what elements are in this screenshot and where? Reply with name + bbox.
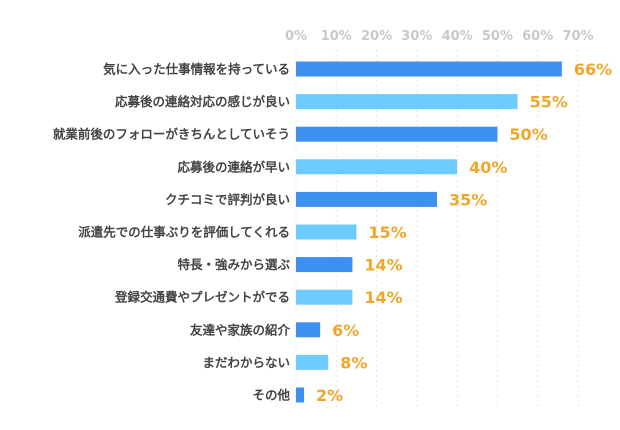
category-label: 気に入った仕事情報を持っている — [103, 62, 290, 77]
value-label: 14% — [364, 256, 402, 275]
value-label: 35% — [449, 190, 487, 209]
bar-10 — [296, 387, 305, 403]
x-tick-label: 50% — [482, 29, 513, 44]
bar-6 — [296, 257, 353, 273]
x-tick-label: 0% — [285, 29, 307, 44]
value-label: 2% — [316, 386, 343, 405]
category-label: 応募後の連絡対応の感じが良い — [115, 94, 290, 109]
bar-4 — [296, 191, 437, 207]
category-labels: 気に入った仕事情報を持っている応募後の連絡対応の感じが良い就業前後のフォローがき… — [53, 62, 291, 403]
value-label: 15% — [368, 223, 406, 242]
value-labels: 66% 55% 50%40% 35% 15% 14% 14% 6% 8% 2% — [316, 60, 612, 405]
value-label: 50% — [509, 125, 547, 144]
category-label: 派遣先での仕事ぶりを評価してくれる — [78, 225, 290, 240]
bar-9 — [296, 354, 329, 370]
bar-2 — [296, 126, 498, 142]
bar-0 — [296, 61, 562, 77]
category-label: 応募後の連絡が早い — [177, 159, 290, 174]
category-label: クチコミで評判が良い — [165, 192, 290, 207]
category-label: 就業前後のフォローがきちんとしていそう — [53, 127, 290, 142]
category-label: 特長・強みから選ぶ — [177, 257, 290, 272]
bar-5 — [296, 224, 357, 240]
x-tick-label: 20% — [361, 29, 392, 44]
x-tick-label: 10% — [321, 29, 352, 44]
value-label: 66% — [574, 60, 612, 79]
x-tick-label: 70% — [562, 29, 593, 44]
bar-3 — [296, 159, 458, 175]
category-label: 友達や家族の紹介 — [189, 322, 291, 337]
x-tick-label: 40% — [442, 29, 473, 44]
value-label: 55% — [530, 93, 568, 112]
bar-1 — [296, 94, 518, 110]
x-tick-label: 60% — [522, 29, 553, 44]
category-label: まだわからない — [202, 355, 290, 370]
value-label: 8% — [340, 353, 367, 372]
category-label: 登録交通費やプレゼントがでる — [114, 290, 290, 305]
value-label: 14% — [364, 288, 402, 307]
value-label: 6% — [332, 321, 359, 340]
value-label: 40% — [469, 158, 507, 177]
category-label: その他 — [252, 388, 290, 403]
bars — [296, 61, 562, 403]
x-tick-label: 30% — [401, 29, 432, 44]
bar-7 — [296, 289, 353, 305]
x-axis-ticks: 0% 10% 20% 30% 40% 50% 60% 70% — [285, 29, 594, 44]
bar-8 — [296, 322, 321, 338]
